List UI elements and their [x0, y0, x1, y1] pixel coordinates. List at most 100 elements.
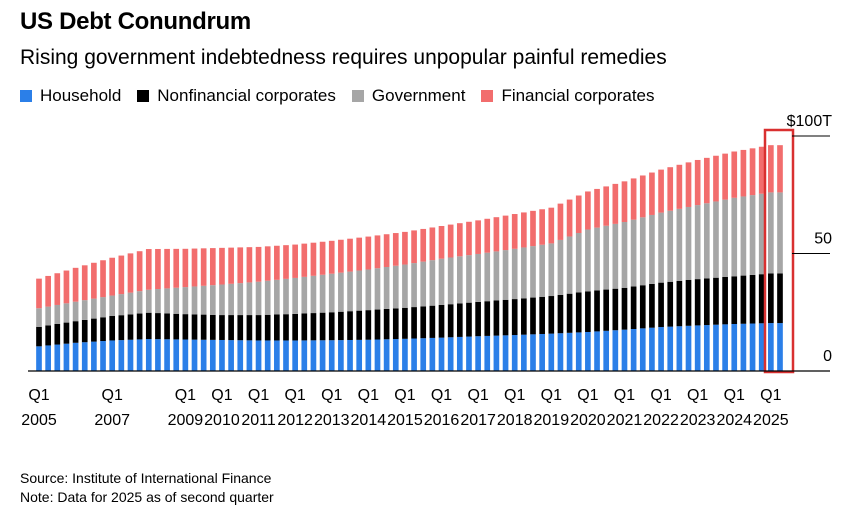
- bar-segment-household: [338, 340, 344, 371]
- bar-segment-government: [109, 295, 116, 316]
- bar-segment-household: [328, 340, 335, 371]
- bar-segment-household: [676, 326, 683, 371]
- bar-segment-household: [191, 339, 198, 371]
- bar-segment-government: [777, 192, 783, 274]
- bar-segment-financial: [511, 214, 518, 249]
- bar-segment-nonfinancial: [703, 278, 710, 326]
- legend-label-financial: Financial corporates: [501, 86, 655, 105]
- bar-segment-household: [438, 337, 445, 371]
- x-tick-quarter: Q1: [614, 387, 635, 404]
- bar-segment-government: [301, 276, 308, 314]
- bar-segment-household: [301, 340, 308, 371]
- bar-segment-government: [383, 267, 390, 309]
- bar-segment-nonfinancial: [319, 312, 326, 341]
- bar-segment-financial: [54, 273, 61, 305]
- x-tick-year: 2005: [21, 412, 57, 429]
- bar-segment-financial: [777, 145, 783, 193]
- bar-segment-nonfinancial: [45, 325, 51, 346]
- bar-segment-nonfinancial: [91, 318, 97, 342]
- bar-segment-household: [392, 339, 399, 371]
- bar-segment-government: [548, 243, 555, 297]
- bar-segment-financial: [45, 275, 51, 307]
- bar-segment-household: [713, 324, 719, 371]
- bar-segment-government: [731, 197, 738, 277]
- bar-segment-financial: [383, 234, 390, 268]
- bar-segment-nonfinancial: [191, 314, 198, 340]
- legend-swatch-nonfinancial: [137, 90, 150, 102]
- bar-segment-financial: [740, 149, 747, 197]
- bar-segment-nonfinancial: [72, 321, 79, 343]
- x-tick-year: 2007: [94, 412, 130, 429]
- x-tick-year: 2010: [204, 412, 240, 429]
- bar-segment-household: [484, 335, 491, 371]
- bar-segment-nonfinancial: [283, 314, 289, 341]
- bar-segment-government: [502, 250, 509, 300]
- bar-segment-household: [319, 340, 326, 371]
- bar-segment-nonfinancial: [237, 315, 244, 341]
- bar-segment-government: [164, 288, 170, 314]
- bar-segment-government: [374, 268, 381, 310]
- bar-segment-nonfinancial: [274, 314, 280, 341]
- source-note: Source: Institute of International Finan…: [20, 470, 272, 486]
- bar-segment-financial: [447, 224, 454, 258]
- bar-segment-household: [72, 342, 79, 371]
- bar-segment-government: [429, 260, 436, 306]
- bar-segment-financial: [612, 183, 619, 224]
- x-tick-quarter: Q1: [321, 387, 342, 404]
- bar-segment-nonfinancial: [649, 283, 655, 328]
- bar-segment-financial: [456, 223, 463, 257]
- bar-segment-government: [319, 274, 326, 313]
- bar-segment-government: [658, 212, 664, 283]
- bar-segment-nonfinancial: [292, 313, 298, 341]
- bar-segment-nonfinancial: [365, 310, 372, 340]
- bar-segment-household: [81, 342, 88, 371]
- bar-segment-household: [63, 343, 70, 371]
- bar-segment-nonfinancial: [164, 313, 170, 340]
- bar-segment-government: [356, 270, 363, 311]
- bar-segment-government: [768, 192, 774, 274]
- bar-segment-government: [685, 206, 692, 280]
- bar-segment-nonfinancial: [740, 275, 747, 324]
- bar-segment-financial: [328, 240, 335, 274]
- bar-segment-nonfinancial: [566, 293, 573, 333]
- x-tick-quarter: Q1: [28, 387, 49, 404]
- bar-segment-financial: [109, 257, 116, 296]
- bar-segment-nonfinancial: [411, 307, 417, 339]
- x-tick-quarter: Q1: [102, 387, 123, 404]
- bar-segment-financial: [237, 247, 244, 284]
- bar-segment-household: [310, 340, 317, 371]
- bar-segment-household: [164, 339, 170, 371]
- bar-segment-government: [438, 258, 445, 305]
- y-axis: 0 50 $100T: [28, 113, 832, 372]
- bar-segment-nonfinancial: [264, 314, 271, 341]
- x-tick-quarter: Q1: [431, 387, 452, 404]
- bar-segment-nonfinancial: [639, 285, 646, 329]
- bar-segment-nonfinancial: [109, 316, 116, 341]
- bar-segment-nonfinancial: [667, 281, 674, 327]
- bar-segment-household: [630, 328, 637, 371]
- bar-segment-household: [136, 339, 143, 371]
- bar-segment-government: [411, 263, 417, 308]
- legend-item-household: Household: [20, 86, 121, 106]
- bar-segment-household: [740, 323, 747, 371]
- x-tick-quarter: Q1: [211, 387, 232, 404]
- bar-segment-government: [456, 256, 463, 304]
- bar-segment-household: [475, 336, 481, 371]
- bar-segment-nonfinancial: [475, 301, 481, 337]
- bar-segment-financial: [72, 267, 79, 302]
- bar-segment-financial: [575, 195, 582, 233]
- bar-segment-household: [54, 344, 61, 371]
- x-axis: Q1 2005 Q1 2007 Q1 2009 Q1 2010 Q1 2011 Q1 2012 Q1 20…: [21, 387, 789, 429]
- bar-segment-nonfinancial: [54, 324, 61, 345]
- bar-segment-financial: [521, 212, 527, 248]
- bar-segment-household: [557, 333, 564, 371]
- bar-segment-government: [155, 289, 161, 314]
- bar-segment-nonfinancial: [758, 274, 765, 324]
- bar-segment-financial: [411, 230, 417, 264]
- bar-segment-government: [118, 294, 125, 316]
- bar-segment-government: [694, 205, 701, 280]
- x-tick-quarter: Q1: [541, 387, 562, 404]
- bar-segment-government: [703, 203, 710, 279]
- x-tick-year: 2017: [460, 412, 496, 429]
- x-tick-year: 2013: [314, 412, 350, 429]
